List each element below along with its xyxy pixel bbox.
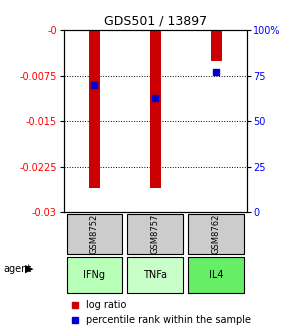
Bar	[127, 257, 183, 293]
Bar	[127, 214, 183, 254]
Text: ▶: ▶	[25, 264, 33, 274]
Text: GSM8752: GSM8752	[90, 214, 99, 254]
Bar	[188, 257, 244, 293]
Bar	[66, 214, 122, 254]
Text: GSM8762: GSM8762	[211, 214, 221, 254]
Text: TNFa: TNFa	[143, 270, 167, 280]
Text: GSM8757: GSM8757	[151, 214, 160, 254]
Bar	[150, 30, 161, 188]
Bar	[188, 214, 244, 254]
Bar	[211, 30, 222, 60]
Text: agent: agent	[3, 264, 31, 274]
Title: GDS501 / 13897: GDS501 / 13897	[104, 15, 207, 28]
Text: IL4: IL4	[209, 270, 223, 280]
Text: log ratio: log ratio	[86, 300, 126, 310]
Bar	[66, 257, 122, 293]
Text: IFNg: IFNg	[83, 270, 105, 280]
Bar	[89, 30, 100, 188]
Text: percentile rank within the sample: percentile rank within the sample	[86, 315, 251, 325]
